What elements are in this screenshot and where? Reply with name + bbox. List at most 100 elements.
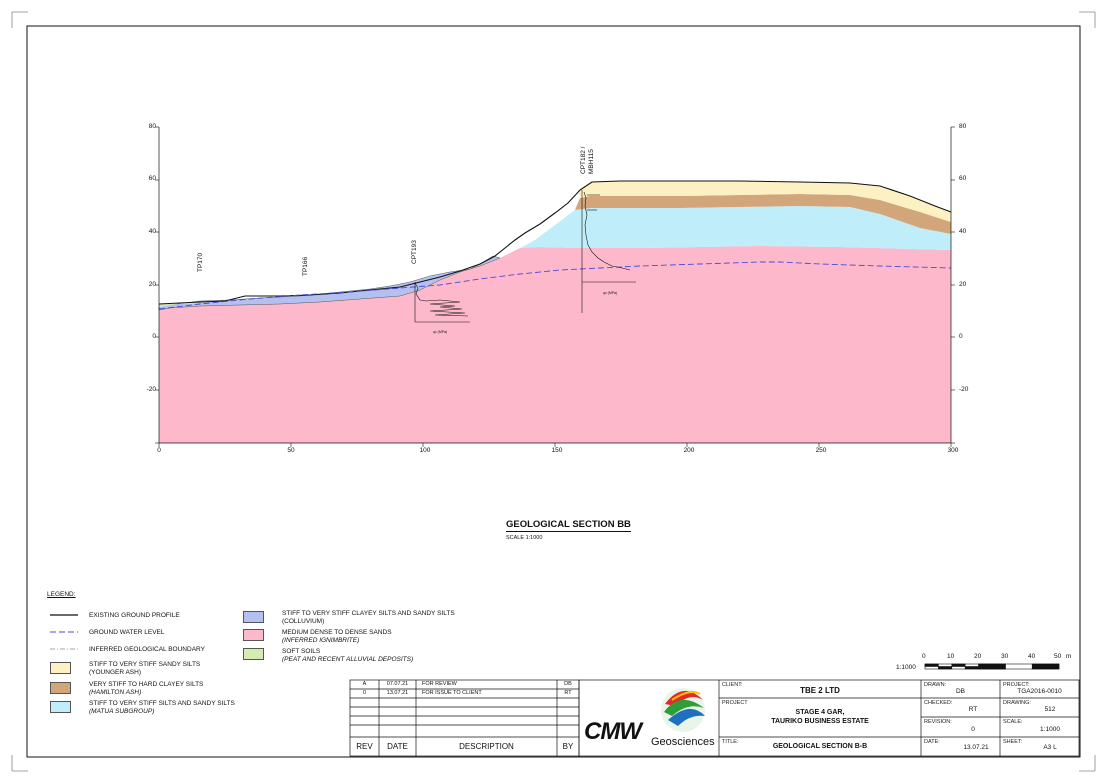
title-value: GEOLOGICAL SECTION B-B — [772, 743, 868, 750]
geosciences-logo-text: Geosciences — [651, 736, 715, 748]
y-tick-label: 60 — [959, 175, 967, 182]
title-label: TITLE: — [722, 739, 739, 745]
x-tick-label: 250 — [815, 447, 827, 454]
borehole-label-cpt182: CPT182 / — [580, 146, 587, 174]
revision-value: 0 — [971, 726, 975, 733]
scale-bar-label: 20 — [974, 653, 982, 660]
y-tick-label: -20 — [146, 386, 156, 393]
y-tick-label: 20 — [148, 281, 156, 288]
borehole-label-cpt193: CPT193 — [411, 240, 418, 264]
y-tick-label: 0 — [959, 333, 963, 340]
legend-swatch-ignimbrite — [243, 629, 264, 641]
legend-swatch-matua — [50, 701, 71, 713]
date-value: 13.07.21 — [963, 744, 989, 751]
cmw-logo-text: CMW — [584, 718, 642, 745]
legend-symbols — [50, 614, 78, 650]
legend-item-water-level: GROUND WATER LEVEL — [89, 629, 165, 636]
ground-water-line — [158, 261, 952, 310]
section-title: GEOLOGICAL SECTION BB — [506, 519, 631, 532]
younger-ash-layer — [578, 181, 951, 222]
rev-by-cell: DB — [564, 681, 572, 687]
title-block-lines — [578, 679, 1080, 757]
ground-profile-line — [158, 180, 952, 305]
rev-by-cell: RT — [564, 690, 572, 696]
y-tick-label: 20 — [959, 281, 967, 288]
y-tick-label: 60 — [148, 175, 156, 182]
x-tick-label: 50 — [287, 447, 295, 454]
scale-bar-graphic — [924, 663, 1060, 670]
project-line1: STAGE 4 GAR, — [795, 709, 845, 716]
scale-bar-label: 10 — [947, 653, 955, 660]
scale-value: 1:1000 — [1040, 726, 1060, 733]
drawn-label: DRAWN: — [924, 682, 947, 688]
x-tick-label: 100 — [419, 447, 431, 454]
sheet-label: SHEET: — [1003, 739, 1023, 745]
cpt182-axis-label: qc (MPa) — [603, 291, 618, 295]
borehole-label-mbh115: MBH115 — [588, 149, 595, 174]
cpt182-trace — [581, 190, 636, 313]
soft-soils-layer — [159, 302, 205, 307]
client-label: CLIENT: — [722, 682, 743, 688]
checked-value: RT — [968, 706, 978, 713]
scale-bar-label: 40 — [1028, 653, 1036, 660]
legend-item-inferred-boundary: INFERRED GEOLOGICAL BOUNDARY — [89, 646, 205, 653]
x-tick-label: 150 — [551, 447, 563, 454]
legend-item-ground-profile: EXISTING GROUND PROFILE — [89, 612, 180, 619]
rev-desc-cell: FOR REVIEW — [422, 681, 457, 687]
checked-label: CHECKED: — [924, 700, 953, 706]
legend-item-colluvium: STIFF TO VERY STIFF CLAYEY SILTS AND SAN… — [282, 610, 455, 625]
matua-layer — [520, 206, 951, 250]
legend-swatch-younger-ash — [50, 662, 71, 674]
section-plot — [155, 126, 955, 447]
project-line2: TAURIKO BUSINESS ESTATE — [771, 718, 869, 725]
legend-heading: LEGEND: — [47, 591, 76, 598]
y-tick-label: 80 — [148, 123, 156, 130]
rev-date-cell: 07.07.21 — [386, 681, 409, 687]
cpt193-trace — [414, 282, 470, 323]
rev-header: REV — [356, 742, 373, 751]
sheet-border — [26, 25, 1081, 758]
crop-marks — [11, 11, 1096, 772]
x-tick-label: 0 — [157, 447, 161, 454]
scale-bar-label: 30 — [1001, 653, 1009, 660]
legend-item-soft-soils: SOFT SOILS (PEAT AND RECENT ALLUVIAL DEPO… — [282, 648, 414, 663]
hamilton-layer — [575, 194, 951, 234]
section-scale: SCALE 1:1000 — [506, 535, 543, 541]
x-tick-label: 200 — [683, 447, 695, 454]
legend-item-younger-ash: STIFF TO VERY STIFF SANDY SILTS (YOUNGER … — [89, 661, 201, 676]
project-label: PROJECT — [722, 700, 748, 706]
drawing-value: 512 — [1044, 706, 1056, 713]
borehole-label-tp170: TP170 — [197, 252, 204, 272]
ignimbrite-layer — [159, 246, 951, 443]
legend-item-ignimbrite: MEDIUM DENSE TO DENSE SANDS (INFERRED IGN… — [282, 629, 392, 644]
y-tick-label: 40 — [148, 228, 156, 235]
rev-date-cell: 13.07.21 — [386, 690, 409, 696]
rev-desc-cell: FOR ISSUE TO CLIENT — [422, 690, 482, 696]
revision-label: REVISION: — [924, 719, 952, 725]
rev-cell: 0 — [362, 690, 367, 696]
scale-bar-unit: m — [1066, 653, 1072, 660]
y-tick-label: 40 — [959, 228, 967, 235]
sheet-value: A3 L — [1043, 744, 1057, 751]
y-tick-label: 0 — [152, 333, 156, 340]
project-number-value: TGA2016-0010 — [1017, 688, 1062, 695]
y-tick-label: -20 — [959, 386, 969, 393]
legend-item-hamilton-ash: VERY STIFF TO HARD CLAYEY SILTS (HAMILTON… — [89, 681, 204, 696]
by-header: BY — [562, 742, 574, 751]
x-tick-label: 300 — [947, 447, 959, 454]
legend-swatch-soft-soils — [243, 648, 264, 660]
drawing-label: DRAWING: — [1003, 700, 1031, 706]
legend-item-matua: STIFF TO VERY STIFF SILTS AND SANDY SILT… — [89, 700, 235, 715]
borehole-label-tp166: TP166 — [302, 256, 309, 276]
drawn-value: DB — [955, 688, 966, 695]
date-header: DATE — [387, 742, 408, 751]
legend-swatch-colluvium — [243, 611, 264, 623]
rev-cell: A — [362, 681, 367, 687]
scale-bar-label: 50 — [1054, 653, 1062, 660]
cpt193-axis-label: qc (MPa) — [433, 330, 448, 334]
scale-label: SCALE: — [1003, 719, 1023, 725]
project-number-label: PROJECT: — [1003, 682, 1030, 688]
y-tick-label: 80 — [959, 123, 967, 130]
cmw-logo-mark — [661, 688, 705, 732]
